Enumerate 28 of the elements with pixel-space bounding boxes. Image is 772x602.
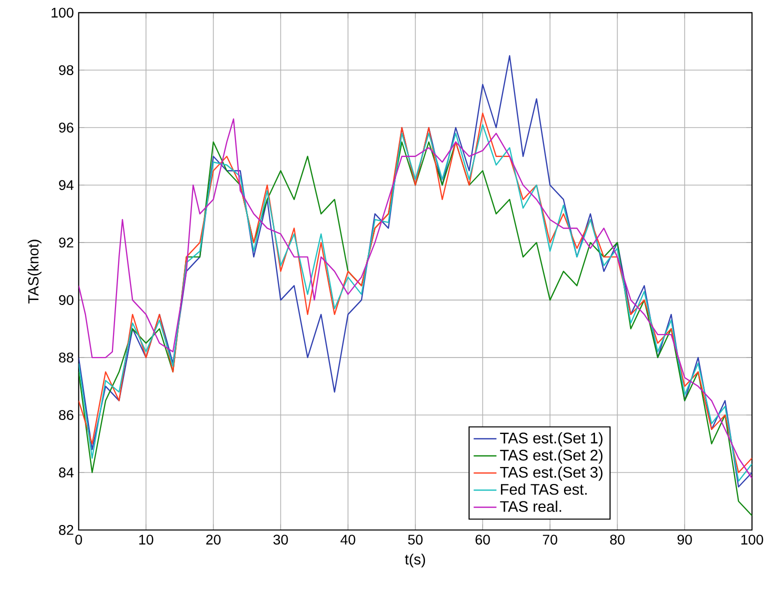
legend-label: Fed TAS est. (500, 484, 587, 495)
y-axis-title: TAS(knot) (28, 240, 42, 304)
y-tick-label: 82 (58, 525, 74, 535)
legend-label: TAS real. (500, 500, 562, 512)
x-tick-label: 100 (741, 534, 764, 545)
legend-label: TAS est.(Set 3) (500, 466, 602, 481)
x-tick-label: 60 (476, 534, 490, 545)
y-tick-label: 92 (59, 238, 74, 248)
y-tick-label: 96 (59, 122, 74, 133)
x-tick-label: 30 (273, 534, 288, 545)
x-tick-label: 90 (678, 534, 692, 545)
x-tick-label: 40 (340, 534, 356, 545)
y-tick-label: 84 (58, 468, 74, 478)
y-tick-label: 88 (58, 352, 74, 363)
legend-label: TAS est.(Set 2) (500, 449, 602, 464)
x-tick-label: 70 (542, 534, 558, 545)
y-tick-label: 86 (58, 410, 74, 420)
y-tick-label: 100 (52, 8, 74, 18)
y-tick-label: 98 (59, 65, 74, 76)
x-tick-label: 50 (408, 534, 423, 545)
legend-label: TAS est.(Set 1) (500, 432, 602, 447)
x-axis-title: t(s) (404, 554, 426, 568)
y-tick-label: 90 (59, 295, 74, 306)
x-tick-label: 10 (139, 534, 154, 545)
x-tick-label: 20 (206, 534, 221, 545)
x-tick-label: 0 (75, 534, 82, 545)
x-tick-label: 80 (610, 534, 625, 545)
y-tick-label: 94 (59, 180, 74, 190)
